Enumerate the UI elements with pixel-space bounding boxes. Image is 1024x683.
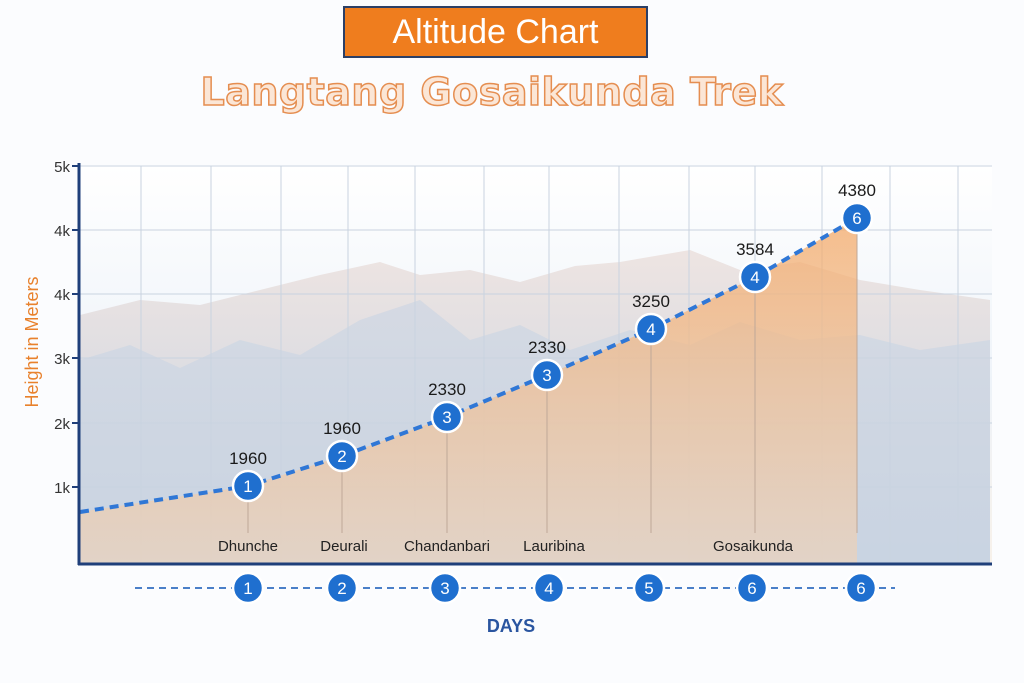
chart-title: Altitude Chart (392, 12, 599, 51)
altitude-line (79, 216, 859, 514)
y-tick-label: 4k (54, 223, 70, 240)
y-tick-label: 3k (54, 351, 70, 368)
data-point-marker (840, 201, 874, 235)
data-value-label: 2330 (428, 380, 466, 399)
y-axis-label: Height in Meters (22, 276, 42, 407)
day-number: 6 (747, 579, 756, 598)
data-point-marker (738, 260, 772, 294)
data-value-label: 3250 (632, 292, 670, 311)
data-value-label: 1960 (323, 419, 361, 438)
day-marker (532, 571, 566, 605)
day-markers: 1 2 3 4 5 6 6 (231, 571, 878, 605)
data-point-marker (231, 469, 265, 503)
data-point-marker (634, 312, 668, 346)
place-label: Deurali (320, 538, 368, 555)
data-value-label: 1960 (229, 449, 267, 468)
data-point-marker (530, 358, 564, 392)
data-point-number: 4 (646, 320, 655, 339)
data-point-marker (430, 400, 464, 434)
title-box: Altitude Chart (343, 6, 648, 58)
data-point-number: 3 (542, 366, 551, 385)
y-ticks: 1k 2k 3k 4k 4k 5k (54, 159, 80, 497)
day-number: 1 (243, 579, 252, 598)
data-value-label: 2330 (528, 338, 566, 357)
day-marker (632, 571, 666, 605)
chart-subtitle: Langtang Gosaikunda Trek (200, 69, 784, 115)
y-tick-label: 4k (54, 287, 70, 304)
place-labels: Dhunche Deurali Chandanbari Lauribina Gosaik… (218, 538, 794, 555)
data-value-label: 3584 (736, 240, 774, 259)
data-points: 1 1960 2 1960 3 2330 3 2330 4 3250 4 3584 6 4380 (229, 181, 876, 533)
altitude-area (80, 218, 857, 563)
data-point-marker (325, 439, 359, 473)
place-label: Lauribina (523, 538, 585, 555)
data-point-number: 6 (852, 209, 861, 228)
day-number: 6 (856, 579, 865, 598)
place-label: Dhunche (218, 538, 278, 555)
data-point-number: 3 (442, 408, 451, 427)
place-label: Chandanbari (404, 538, 490, 555)
day-marker (231, 571, 265, 605)
data-point-number: 2 (337, 447, 346, 466)
y-tick-label: 1k (54, 480, 70, 497)
data-point-number: 1 (243, 477, 252, 496)
data-point-number: 4 (750, 268, 759, 287)
day-marker (844, 571, 878, 605)
y-tick-label: 2k (54, 416, 70, 433)
day-marker (325, 571, 359, 605)
day-marker (428, 571, 462, 605)
day-number: 5 (644, 579, 653, 598)
day-number: 3 (440, 579, 449, 598)
place-label: Gosaikunda (713, 538, 794, 555)
y-tick-label: 5k (54, 159, 70, 176)
day-marker (735, 571, 769, 605)
day-number: 4 (544, 579, 553, 598)
x-axis-label: DAYS (487, 616, 535, 636)
data-value-label: 4380 (838, 181, 876, 200)
day-number: 2 (337, 579, 346, 598)
